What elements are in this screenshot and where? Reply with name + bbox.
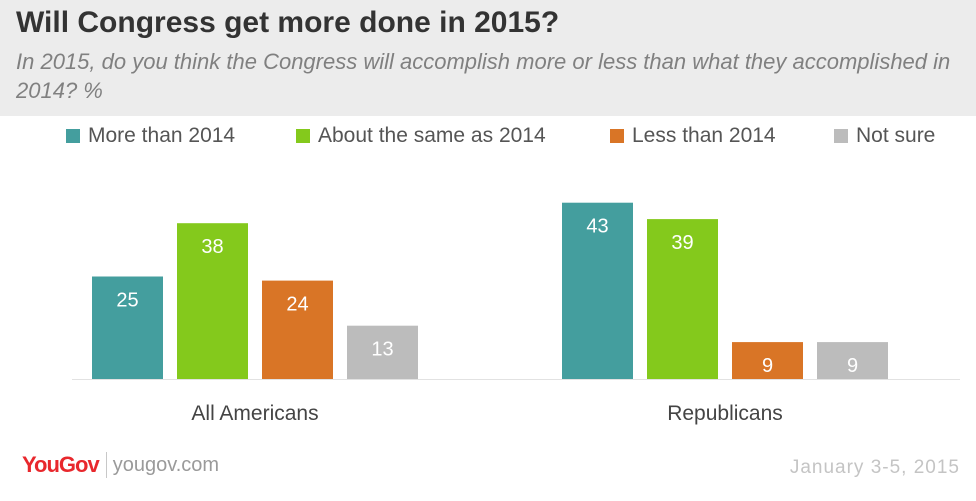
legend-swatch-same [296,129,310,143]
chart-subtitle: In 2015, do you think the Congress will … [16,49,951,103]
bar [562,202,633,379]
bar [262,280,333,379]
bar [732,342,803,379]
bar [92,276,163,379]
yougov-logo: YouGov [22,452,100,477]
survey-date: January 3-5, 2015 [789,457,960,478]
bar [177,223,248,379]
legend-swatch-more [66,129,80,143]
legend-swatch-less [610,129,624,143]
legend-label-not-sure: Not sure [856,124,936,147]
legend-label-less: Less than 2014 [632,124,776,147]
bar-chart: 25 38 24 13 All Americans 43 39 9 9 Republicans [72,202,960,425]
bar [347,325,418,379]
bar [817,342,888,379]
bar-value-label: 13 [371,339,393,361]
bar-value-label: 9 [762,355,773,377]
header-band: Will Congress get more done in 2015? In … [0,0,976,116]
bar-value-label: 9 [847,355,858,377]
legend-label-same: About the same as 2014 [318,124,546,147]
legend: More than 2014 About the same as 2014 Le… [0,118,976,152]
category-label: Republicans [667,402,783,425]
legend-swatch-not-sure [834,129,848,143]
chart-title: Will Congress get more done in 2015? [16,6,560,39]
category-label: All Americans [191,402,318,425]
bar-value-label: 39 [671,232,693,254]
legend-label-more: More than 2014 [88,124,236,147]
legend-item-not-sure: Not sure [834,123,935,149]
footer-divider [105,452,107,478]
bar-value-label: 43 [586,216,608,238]
bar-value-label: 38 [201,236,223,258]
legend-item-more: More than 2014 [66,123,235,149]
site-url: yougov.com [112,453,220,476]
legend-item-same: About the same as 2014 [296,123,546,149]
footer-brand: YouGov yougov.com [22,452,219,478]
bar-value-label: 24 [286,294,308,316]
legend-item-less: Less than 2014 [610,123,776,149]
bar [647,219,718,379]
bar-value-label: 25 [116,290,138,312]
